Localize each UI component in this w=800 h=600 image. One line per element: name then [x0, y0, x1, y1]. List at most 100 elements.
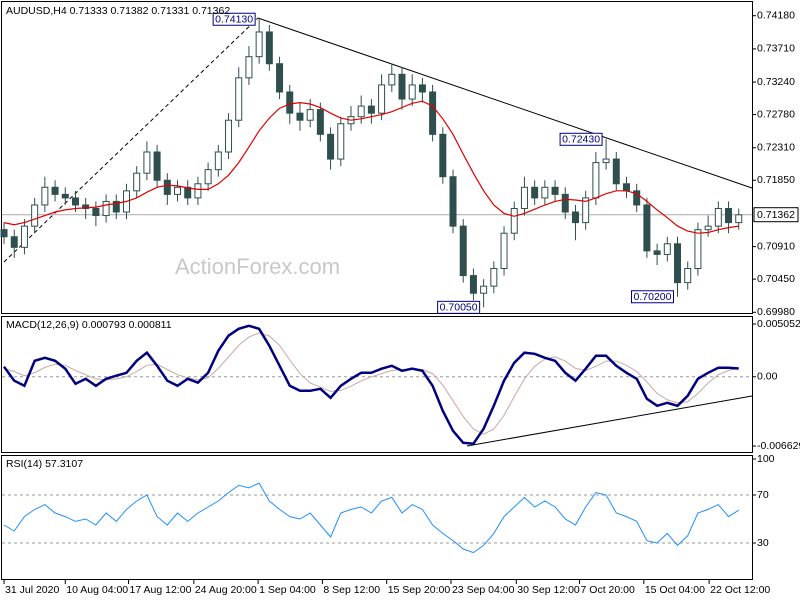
- candle-body: [439, 133, 447, 178]
- candle-body: [225, 119, 233, 153]
- candle-body: [602, 158, 610, 164]
- rsi-panel: [1, 455, 753, 580]
- candle-body: [714, 207, 722, 227]
- price-label-box: [212, 12, 256, 26]
- rsi-line: [3, 482, 739, 554]
- candle-body: [459, 225, 467, 277]
- panel-title: MACD(12,26,9) 0.000793 0.000811: [6, 319, 172, 331]
- trend-line-dashed: [3, 17, 259, 263]
- candle-body: [102, 200, 110, 217]
- candle-body: [214, 151, 222, 171]
- y-tick-label: 70: [757, 489, 769, 501]
- candle-body: [163, 179, 171, 195]
- candle-body: [265, 31, 273, 65]
- candle-body: [480, 285, 488, 294]
- x-tick-label: 15 Oct 04:00: [645, 584, 705, 596]
- price-label-box: [631, 290, 675, 304]
- x-tick-label: 23 Sep 04:00: [452, 584, 515, 596]
- candle-body: [633, 190, 641, 206]
- candle-body: [0, 229, 8, 238]
- y-tick-label: -0.006629: [757, 440, 800, 452]
- candle-body: [327, 133, 335, 160]
- candle-body: [551, 186, 559, 195]
- panel-title: AUDUSD,H4 0.71333 0.71382 0.71331 0.7136…: [6, 5, 230, 17]
- candle-body: [286, 91, 294, 114]
- candle-body: [561, 193, 569, 213]
- candle-body: [174, 186, 182, 195]
- candle-body: [367, 105, 375, 114]
- candle-body: [582, 197, 590, 224]
- candle-body: [541, 186, 549, 199]
- candle-body: [408, 84, 416, 100]
- candle-body: [10, 236, 18, 248]
- price-label-box: [437, 300, 481, 314]
- macd-line: [2, 324, 739, 446]
- y-tick-label: 0.74180: [757, 9, 795, 21]
- price-panel: [1, 1, 753, 314]
- candle-body: [643, 204, 651, 252]
- y-tick-label: 0.00: [757, 371, 778, 383]
- y-tick-label: 100: [757, 453, 775, 465]
- candle-body: [531, 186, 539, 199]
- candle-body: [571, 211, 579, 224]
- candle-body: [520, 186, 528, 209]
- candle-body: [276, 63, 284, 93]
- y-tick-label: 0.69980: [757, 306, 795, 318]
- y-tick-label: 0.72780: [757, 108, 795, 120]
- last-price-label: 0.71362: [757, 209, 795, 221]
- candle-body: [235, 77, 243, 121]
- x-tick-label: 31 Jul 2020: [5, 584, 59, 596]
- y-tick-label: 0.73710: [757, 43, 795, 55]
- macd-trend-line: [466, 395, 753, 447]
- candle-body: [388, 73, 396, 86]
- candle-body: [612, 158, 620, 185]
- watermark: ActionForex.com: [175, 254, 340, 279]
- candle-body: [61, 193, 69, 199]
- candle-body: [82, 204, 90, 209]
- candle-body: [510, 207, 518, 234]
- candle-body: [51, 186, 59, 195]
- x-tick-label: 17 Aug 12:00: [130, 584, 192, 596]
- x-tick-label: 10 Aug 04:00: [66, 584, 128, 596]
- candle-body: [674, 243, 682, 284]
- last-price-box: [753, 207, 799, 223]
- panel-title: RSI(14) 57.3107: [6, 458, 83, 470]
- candle-body: [153, 151, 161, 181]
- y-tick-label: 0.70450: [757, 273, 795, 285]
- candle-body: [245, 56, 253, 79]
- candle-body: [622, 183, 630, 192]
- x-tick-label: 30 Sep 12:00: [517, 584, 580, 596]
- x-tick-label: 22 Oct 12:00: [710, 584, 770, 596]
- candle-body: [143, 151, 151, 174]
- price-label: 0.74130: [215, 14, 253, 26]
- candle-body: [337, 123, 345, 160]
- macd-signal: [3, 332, 739, 435]
- price-label: 0.72430: [562, 134, 600, 146]
- candle-body: [306, 109, 314, 121]
- moving-average: [3, 100, 739, 234]
- x-tick-label: 15 Sep 20:00: [388, 584, 451, 596]
- x-tick-label: 1 Sep 04:00: [259, 584, 316, 596]
- candle-body: [378, 84, 386, 114]
- candle-body: [653, 250, 661, 255]
- candle-body: [194, 183, 202, 199]
- x-tick-label: 24 Aug 20:00: [195, 584, 257, 596]
- candle-body: [500, 232, 508, 270]
- price-label-box: [559, 132, 603, 146]
- candle-body: [184, 186, 192, 199]
- y-tick-label: 0.73240: [757, 76, 795, 88]
- candle-body: [255, 31, 263, 58]
- candle-body: [725, 207, 733, 224]
- candle-body: [357, 105, 365, 118]
- candle-body: [418, 84, 426, 93]
- candle-body: [71, 197, 79, 206]
- candle-body: [398, 73, 406, 100]
- candle-body: [92, 207, 100, 217]
- trend-line: [257, 17, 753, 189]
- candle-body: [592, 162, 600, 199]
- y-tick-label: 0.71850: [757, 174, 795, 186]
- candle-body: [112, 200, 120, 213]
- candle-body: [316, 109, 324, 135]
- candle-body: [31, 204, 39, 227]
- macd-panel: [1, 316, 753, 453]
